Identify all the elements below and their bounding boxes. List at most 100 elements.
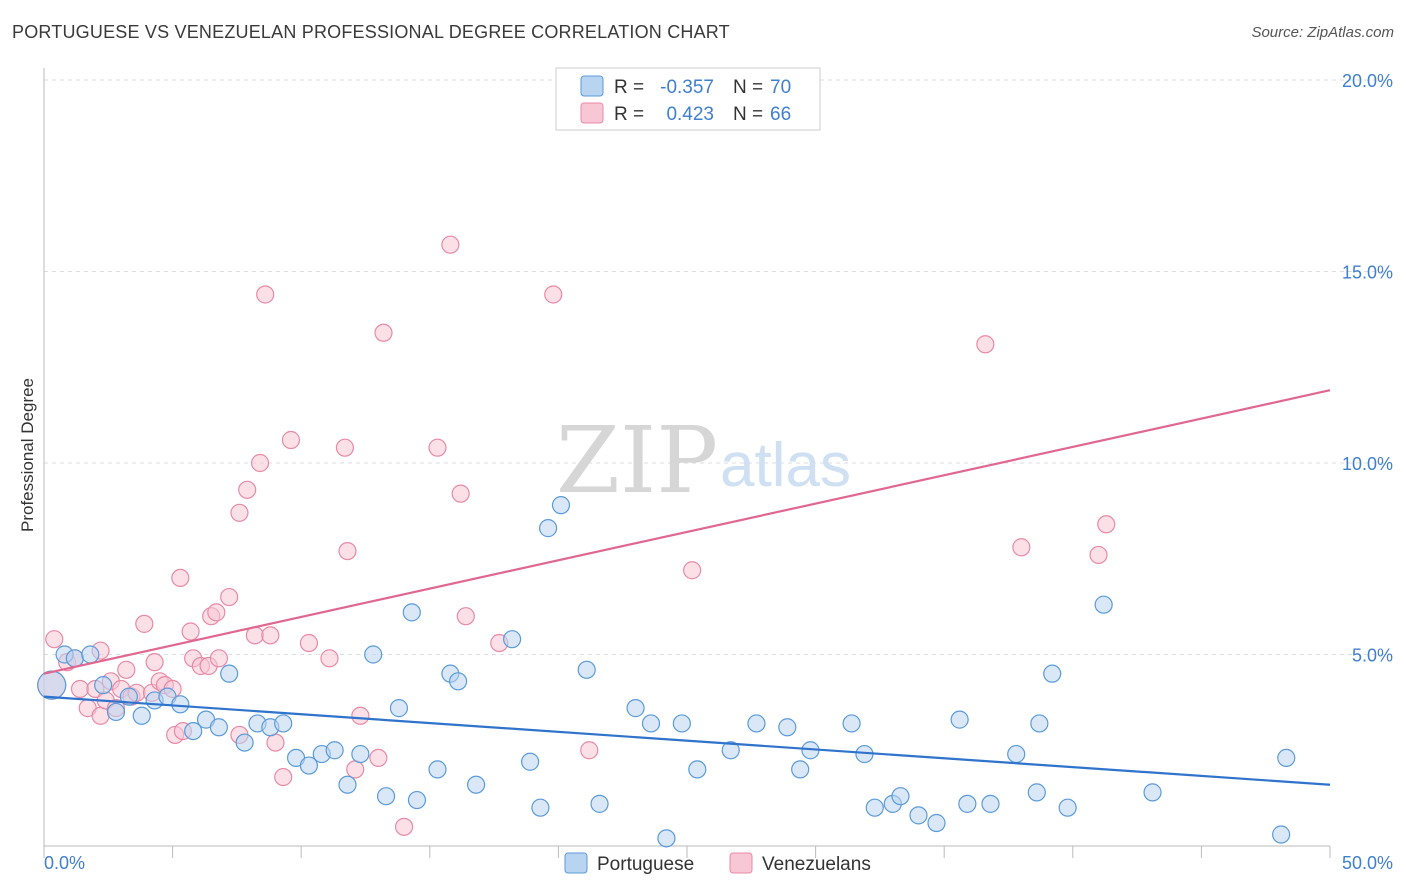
portuguese-point	[106, 702, 126, 722]
venezuelan-point	[369, 748, 388, 768]
portuguese-point	[657, 829, 676, 848]
portuguese-point	[220, 664, 239, 683]
portuguese-point	[539, 519, 558, 538]
venezuelan-point	[281, 430, 301, 450]
legend-n-value-venezuelans: 66	[770, 104, 791, 125]
portuguese-point	[389, 699, 409, 718]
portuguese-point	[521, 752, 540, 771]
venezuelan-point	[1012, 538, 1031, 557]
bottom-legend-swatch-venezuelans	[729, 852, 753, 874]
ticks-layer: 5.0% 10.0% 15.0% 20.0% 0.0% 50.0%	[44, 71, 1393, 873]
legend-r-value-venezuelans: 0.423	[666, 104, 714, 125]
portuguese-point	[1094, 595, 1113, 614]
portuguese-point	[641, 714, 661, 733]
portuguese-point	[364, 645, 383, 664]
venezuelan-point	[1089, 545, 1108, 565]
legend-n-value-portuguese: 70	[770, 77, 791, 98]
portuguese-trend-line	[43, 695, 1331, 786]
venezuelan-point	[45, 630, 64, 649]
bottom-legend-label-portuguese: Portuguese	[597, 854, 694, 875]
top-legend: R = -0.357 N = 70 R = 0.423 N = 66	[555, 67, 821, 131]
portuguese-point	[235, 733, 254, 752]
venezuelan-point	[266, 733, 285, 752]
portuguese-point	[927, 813, 946, 833]
venezuelan-point	[238, 480, 257, 499]
legend-swatch-portuguese	[580, 75, 604, 97]
venezuelan-point	[220, 587, 239, 607]
portuguese-point	[842, 714, 861, 733]
venezuelan-point	[299, 633, 319, 653]
axes-layer	[43, 68, 1331, 858]
y-tick-label: 10.0%	[1342, 454, 1393, 474]
portuguese-point	[747, 714, 766, 733]
venezuelan-point	[117, 660, 136, 679]
x-tick-label-min: 0.0%	[44, 853, 85, 873]
venezuelan-point	[428, 438, 447, 457]
portuguese-point	[1007, 744, 1026, 764]
portuguese-point	[37, 670, 67, 700]
venezuelan-trend-line	[43, 389, 1331, 675]
portuguese-point	[551, 496, 571, 515]
venezuelan-point	[135, 614, 154, 633]
venezuelan-point	[70, 679, 90, 699]
portuguese-point	[1027, 783, 1046, 802]
portuguese-point	[791, 760, 810, 779]
portuguese-point	[132, 706, 151, 725]
portuguese-point	[577, 660, 596, 679]
watermark-zip: ZIP	[556, 407, 718, 514]
portuguese-point	[119, 687, 138, 706]
chart-source: Source: ZipAtlas.com	[1251, 24, 1394, 41]
portuguese-point	[402, 603, 421, 622]
venezuelan-point	[261, 626, 280, 645]
portuguese-point	[1058, 798, 1077, 817]
portuguese-point	[950, 710, 969, 729]
bottom-legend: Portuguese Venezuelans	[564, 852, 871, 875]
portuguese-point	[325, 741, 344, 760]
portuguese-point	[184, 721, 203, 741]
portuguese-point	[626, 699, 645, 718]
portuguese-point	[376, 787, 396, 806]
legend-r-label-portuguese: R =	[614, 77, 644, 98]
portuguese-point	[428, 760, 447, 779]
venezuelan-point	[338, 541, 357, 561]
y-tick-label: 15.0%	[1342, 263, 1393, 283]
portuguese-point	[65, 649, 84, 668]
portuguese-point	[778, 718, 797, 737]
portuguese-point	[171, 695, 190, 714]
chart-title: PORTUGUESE VS VENEZUELAN PROFESSIONAL DE…	[12, 22, 730, 42]
portuguese-point	[590, 794, 609, 813]
legend-swatch-venezuelans	[580, 102, 604, 124]
venezuelan-point	[207, 603, 226, 622]
y-tick-label: 5.0%	[1352, 646, 1393, 666]
portuguese-point	[274, 714, 293, 733]
portuguese-point	[351, 744, 370, 764]
y-tick-label: 20.0%	[1342, 71, 1393, 91]
points-layer	[37, 235, 1296, 848]
portuguese-point	[721, 741, 740, 760]
portuguese-point	[209, 718, 228, 737]
venezuelan-point	[451, 484, 470, 503]
venezuelan-point	[456, 607, 475, 626]
portuguese-point	[1043, 664, 1062, 683]
watermark-atlas: atlas	[720, 431, 851, 500]
portuguese-point	[672, 714, 691, 733]
portuguese-point	[891, 787, 910, 806]
y-axis-label: Professional Degree	[18, 378, 37, 532]
venezuelan-point	[171, 568, 190, 588]
venezuelan-point	[91, 706, 110, 725]
trend-layer	[43, 389, 1331, 786]
portuguese-point	[338, 775, 357, 794]
portuguese-point	[1030, 714, 1049, 733]
venezuelan-point	[256, 285, 275, 304]
venezuelan-point	[335, 438, 355, 457]
venezuelan-point	[441, 235, 460, 254]
venezuelan-point	[374, 323, 393, 342]
venezuelan-point	[230, 503, 249, 522]
venezuelan-point	[346, 760, 365, 779]
portuguese-point	[531, 798, 550, 817]
portuguese-point	[299, 756, 319, 775]
portuguese-point	[81, 645, 100, 664]
bottom-legend-label-venezuelans: Venezuelans	[762, 854, 871, 875]
venezuelan-point	[181, 622, 200, 641]
